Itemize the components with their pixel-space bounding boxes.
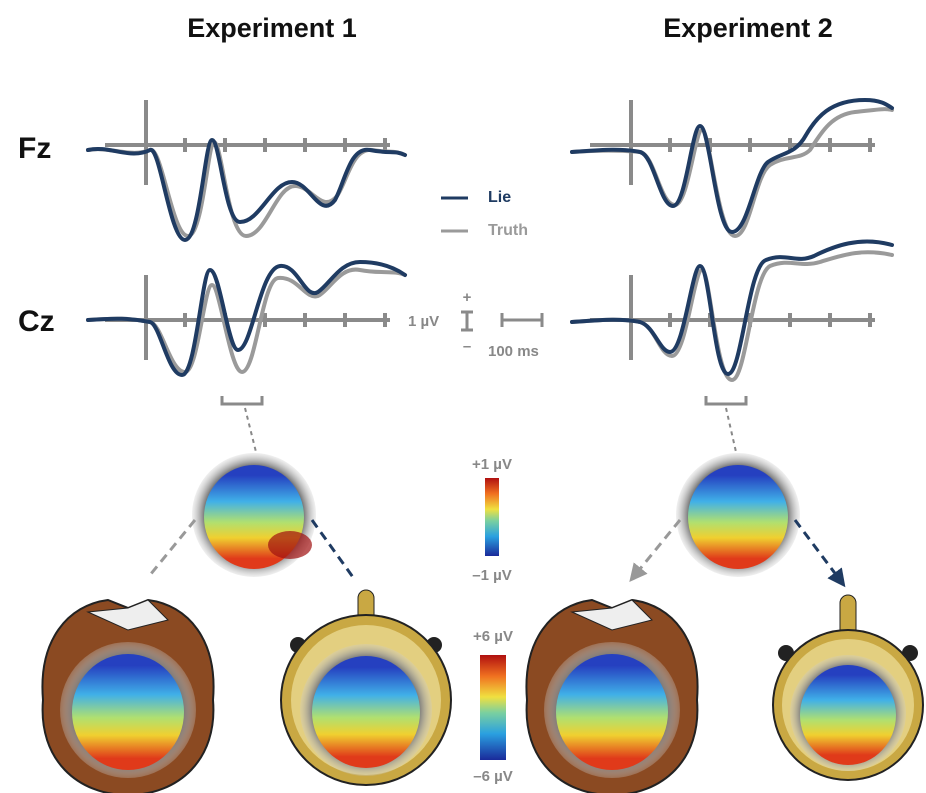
electrode-label: Cz bbox=[18, 305, 55, 338]
title: Experiment 2 bbox=[663, 13, 833, 43]
scale-plus: + bbox=[463, 289, 472, 306]
legend: Lie Truth bbox=[441, 189, 528, 239]
waveforms bbox=[88, 100, 892, 380]
colorbar-max: +1 µV bbox=[472, 456, 512, 473]
scale-amplitude: 1 µV bbox=[408, 313, 439, 330]
colorbar-min: –1 µV bbox=[472, 567, 512, 584]
scale-time: 100 ms bbox=[488, 343, 539, 360]
title: Experiment 1 bbox=[187, 13, 357, 43]
scale-minus: – bbox=[463, 338, 471, 355]
colorbar-min: –6 µV bbox=[473, 768, 513, 785]
colorbar-max: +6 µV bbox=[473, 628, 513, 645]
window-markers bbox=[222, 396, 746, 452]
legend-label: Lie bbox=[488, 189, 511, 206]
legend-label: Truth bbox=[488, 222, 528, 239]
colorbars: +1 µV –1 µV +6 µV –6 µV bbox=[472, 456, 513, 785]
electrode-label: Fz bbox=[18, 132, 51, 165]
scale-bars: + 1 µV – 100 ms bbox=[408, 289, 542, 360]
figure: Experiment 1 Experiment 2 Fz Cz Lie Trut… bbox=[0, 0, 926, 793]
